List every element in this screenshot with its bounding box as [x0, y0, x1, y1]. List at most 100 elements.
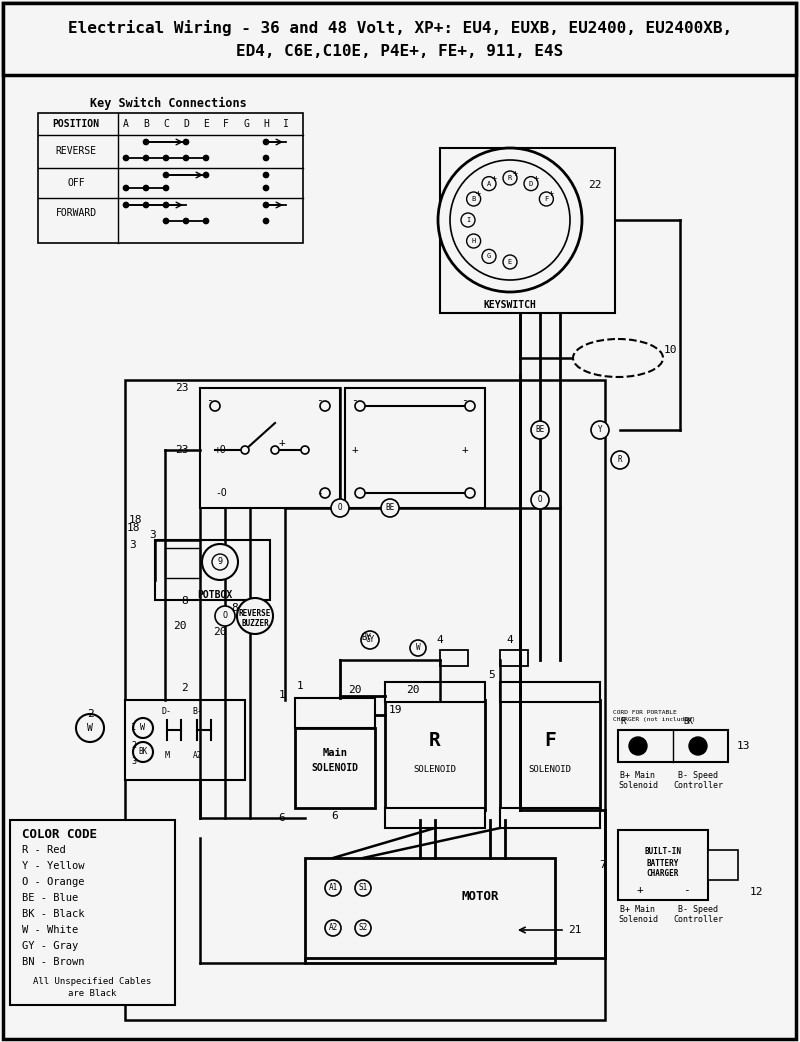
Circle shape — [133, 718, 153, 738]
Bar — [10, 820, 175, 1004]
Text: S1: S1 — [358, 884, 368, 893]
Text: SOLENOID: SOLENOID — [414, 766, 457, 774]
Text: D: D — [183, 119, 189, 129]
Circle shape — [143, 155, 149, 160]
Circle shape — [381, 499, 399, 517]
Circle shape — [461, 213, 475, 227]
Bar — [500, 700, 600, 810]
Circle shape — [271, 446, 279, 454]
Circle shape — [241, 446, 249, 454]
Circle shape — [503, 255, 517, 269]
Text: BK - Black: BK - Black — [22, 909, 85, 919]
Text: Electrical Wiring - 36 and 48 Volt, XP+: EU4, EUXB, EU2400, EU2400XB,: Electrical Wiring - 36 and 48 Volt, XP+:… — [68, 20, 732, 36]
Circle shape — [331, 499, 349, 517]
Text: 2: 2 — [86, 709, 94, 719]
Text: A2: A2 — [328, 923, 338, 933]
Circle shape — [163, 155, 169, 160]
Circle shape — [263, 219, 269, 223]
Text: 3: 3 — [130, 540, 136, 550]
Bar — [708, 850, 738, 880]
Text: 1: 1 — [297, 681, 303, 691]
Text: 21: 21 — [568, 925, 582, 935]
Bar — [440, 148, 615, 313]
Text: R - Red: R - Red — [22, 845, 66, 855]
Text: +: + — [278, 438, 286, 448]
Text: +: + — [462, 445, 468, 455]
Text: +: + — [534, 174, 538, 183]
Text: SOLENOID: SOLENOID — [529, 766, 571, 774]
Text: POTBOX: POTBOX — [198, 590, 233, 600]
Text: 3: 3 — [131, 758, 136, 767]
Circle shape — [320, 488, 330, 498]
Circle shape — [482, 249, 496, 264]
Bar — [305, 858, 555, 963]
Text: 1: 1 — [278, 690, 286, 700]
Text: M: M — [165, 750, 170, 760]
Text: 19: 19 — [388, 705, 402, 715]
Circle shape — [76, 714, 104, 742]
Text: -: - — [350, 395, 358, 405]
Text: BN - Brown: BN - Brown — [22, 957, 85, 967]
Text: +: + — [352, 445, 358, 455]
Text: BK: BK — [138, 747, 148, 756]
Text: +: + — [637, 885, 643, 895]
Text: -: - — [206, 395, 212, 405]
Text: REVERSE: REVERSE — [239, 610, 271, 619]
Text: -: - — [316, 488, 322, 498]
Text: H: H — [471, 238, 476, 244]
Text: C: C — [163, 119, 169, 129]
Bar — [618, 830, 708, 900]
Bar — [125, 380, 605, 1020]
Circle shape — [163, 219, 169, 223]
Text: 20: 20 — [348, 685, 362, 695]
Text: E: E — [203, 119, 209, 129]
Text: Controller: Controller — [673, 780, 723, 790]
Text: CHARGER (not included): CHARGER (not included) — [613, 718, 695, 722]
Circle shape — [531, 421, 549, 439]
Text: POSITION: POSITION — [53, 119, 99, 129]
Text: Controller: Controller — [673, 916, 723, 924]
Circle shape — [163, 173, 169, 177]
Text: 8: 8 — [232, 603, 238, 613]
Circle shape — [591, 421, 609, 439]
Bar — [345, 388, 485, 508]
Text: 18: 18 — [128, 515, 142, 525]
Text: KEYSWITCH: KEYSWITCH — [483, 300, 537, 311]
Text: B-: B- — [192, 708, 202, 717]
Text: +: + — [491, 174, 497, 183]
Text: REVERSE: REVERSE — [55, 146, 97, 156]
Text: F: F — [544, 196, 549, 202]
Text: 23: 23 — [175, 383, 189, 393]
Text: E: E — [508, 259, 512, 265]
Text: Solenoid: Solenoid — [618, 780, 658, 790]
Text: BE - Blue: BE - Blue — [22, 893, 78, 903]
Circle shape — [202, 544, 238, 580]
Circle shape — [163, 185, 169, 191]
Text: BE: BE — [386, 503, 394, 513]
Text: Main: Main — [322, 748, 347, 758]
Circle shape — [263, 155, 269, 160]
Text: R: R — [618, 455, 622, 465]
Ellipse shape — [573, 339, 663, 377]
Text: BE: BE — [535, 425, 545, 435]
Bar — [385, 808, 485, 828]
Circle shape — [123, 202, 129, 207]
Circle shape — [183, 140, 189, 145]
Circle shape — [203, 155, 209, 160]
Circle shape — [263, 140, 269, 145]
Text: 20: 20 — [406, 685, 420, 695]
Text: BUILT-IN: BUILT-IN — [645, 847, 682, 857]
Text: A1: A1 — [328, 884, 338, 893]
Circle shape — [355, 401, 365, 411]
Text: -O: -O — [215, 488, 226, 498]
Text: R: R — [620, 718, 626, 726]
Circle shape — [466, 192, 481, 206]
Text: MOTOR: MOTOR — [462, 890, 498, 902]
Circle shape — [355, 880, 371, 896]
Text: F: F — [223, 119, 229, 129]
Text: I: I — [466, 217, 470, 223]
Text: Solenoid: Solenoid — [618, 916, 658, 924]
Circle shape — [183, 155, 189, 160]
Circle shape — [163, 202, 169, 207]
Circle shape — [503, 171, 517, 185]
